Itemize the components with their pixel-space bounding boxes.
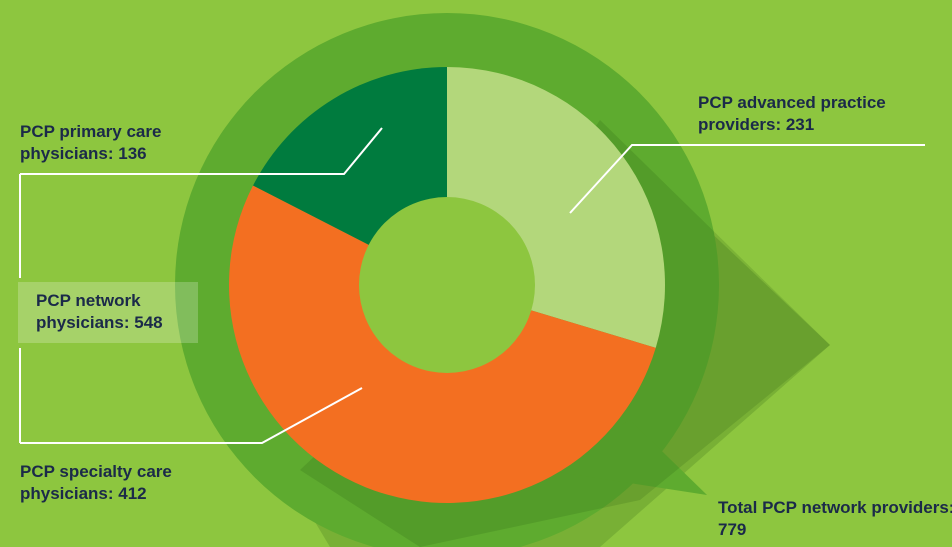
leader-line (569, 144, 925, 214)
bubble-tail (545, 420, 707, 495)
network-box (18, 282, 198, 343)
donut-hole (359, 197, 535, 373)
leader-lines (19, 127, 925, 444)
slice-label: PCP specialty care physicians: 412 (20, 462, 172, 503)
total-label: Total PCP network providers: 779 (718, 498, 952, 539)
slice-label: PCP advanced practice providers: 231 (698, 93, 886, 134)
leader-line (20, 127, 383, 175)
network-label: PCP network physicians: 548 (36, 291, 163, 332)
leader-line (20, 387, 363, 444)
slice-label: PCP primary care physicians: 136 (20, 122, 162, 163)
